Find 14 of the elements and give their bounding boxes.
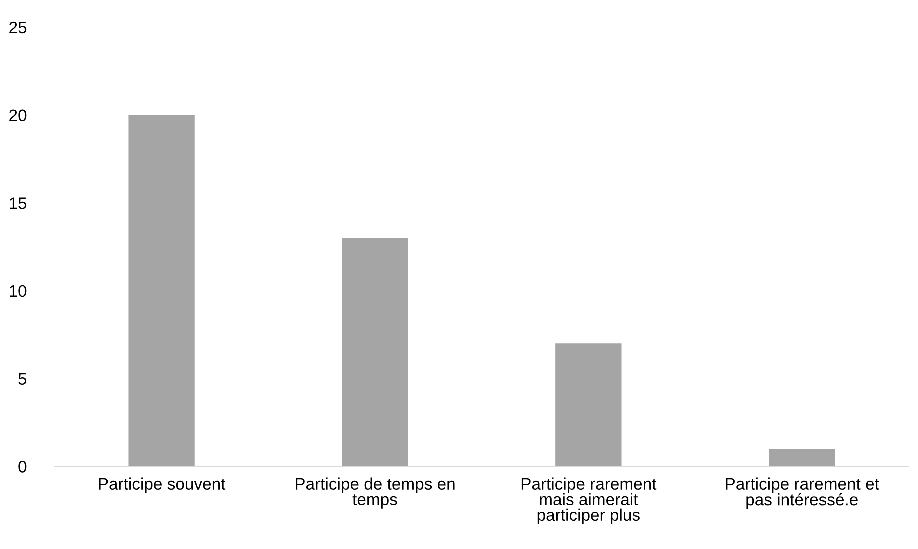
bar [556,344,622,467]
bar [128,115,195,467]
y-tick-label: 20 [10,110,27,122]
y-tick-label: 15 [10,198,27,210]
y-tick-label: 10 [10,285,27,298]
bar [769,449,836,467]
y-tick-label: 5 [18,373,27,386]
bar [342,238,408,467]
y-tick-label: 0 [18,461,27,473]
x-tick-label: Participe souvent [99,478,226,494]
x-tick-label: Participe rarement et pas intéressé.e [726,478,880,510]
x-tick-label: Participe de temps en temps [296,478,455,509]
y-tick-label: 25 [10,22,27,34]
x-tick-label: Participe rarement mais aimerait participer plus [522,478,657,524]
